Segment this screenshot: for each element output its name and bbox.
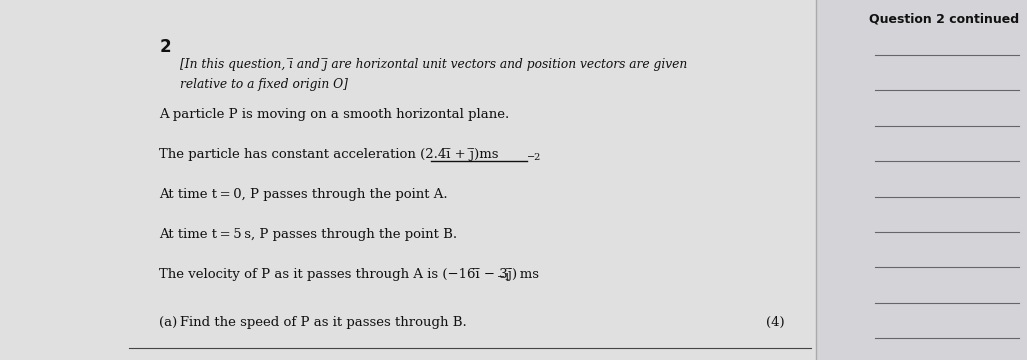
Text: [In this question, i̅ and j̅ are horizontal unit vectors and position vectors ar: [In this question, i̅ and j̅ are horizon… bbox=[180, 58, 687, 71]
Text: 2: 2 bbox=[159, 38, 170, 56]
Bar bbox=[0, 0, 816, 360]
Text: A particle P is moving on a smooth horizontal plane.: A particle P is moving on a smooth horiz… bbox=[159, 108, 509, 121]
Text: (a) Find the speed of P as it passes through B.: (a) Find the speed of P as it passes thr… bbox=[159, 316, 467, 329]
Bar bbox=[816, 0, 1027, 360]
Text: −2: −2 bbox=[527, 153, 541, 162]
Text: At time t = 5 s, P passes through the point B.: At time t = 5 s, P passes through the po… bbox=[159, 228, 457, 241]
Text: Question 2 continued: Question 2 continued bbox=[869, 12, 1019, 25]
Text: The velocity of P as it passes through A is (−16i̅ − 3j̅) ms: The velocity of P as it passes through A… bbox=[159, 268, 539, 281]
Text: −1: −1 bbox=[497, 273, 511, 282]
Text: relative to a fixed origin O]: relative to a fixed origin O] bbox=[180, 78, 347, 91]
Text: (4): (4) bbox=[766, 316, 785, 329]
Text: The particle has constant acceleration (2.4i̅ + j̅)ms: The particle has constant acceleration (… bbox=[159, 148, 499, 161]
Text: At time t = 0, P passes through the point A.: At time t = 0, P passes through the poin… bbox=[159, 188, 448, 201]
